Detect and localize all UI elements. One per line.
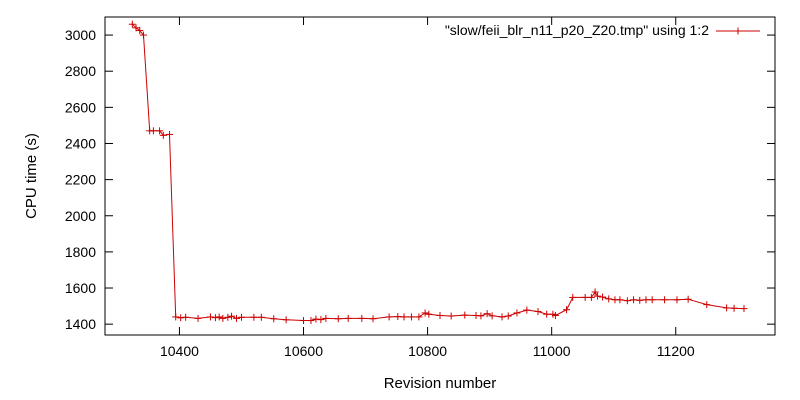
data-point-marker	[400, 313, 408, 321]
data-point-marker	[703, 301, 711, 309]
data-point-marker	[623, 297, 631, 305]
data-point-marker	[563, 306, 571, 314]
data-point-marker	[206, 313, 214, 321]
x-tick-label: 10400	[160, 343, 199, 359]
data-point-marker	[673, 296, 681, 304]
data-point-marker	[594, 292, 602, 300]
data-point-marker	[182, 313, 190, 321]
data-point-marker	[128, 20, 136, 28]
y-tick-label: 1400	[65, 316, 96, 332]
y-tick-label: 2600	[65, 99, 96, 115]
data-point-marker	[369, 315, 377, 323]
data-point-marker	[172, 313, 180, 321]
data-point-marker	[344, 314, 352, 322]
data-point-marker	[461, 311, 469, 319]
data-point-marker	[447, 312, 455, 320]
data-point-marker	[569, 293, 577, 301]
x-axis-label: Revision number	[384, 375, 497, 392]
data-point-marker	[312, 315, 320, 323]
data-point-marker	[156, 127, 164, 135]
data-point-marker	[300, 317, 308, 325]
y-tick-label: 1600	[65, 280, 96, 296]
y-axis-ticks: 1400 1600 1800 2000 2200 2400 2600 2800 3000	[65, 27, 775, 332]
data-point-marker	[322, 314, 330, 322]
data-point-marker	[436, 311, 444, 319]
data-point-marker	[139, 31, 147, 39]
y-tick-label: 2400	[65, 135, 96, 151]
series-layer	[128, 20, 748, 325]
data-point-marker	[543, 310, 551, 318]
y-tick-label: 3000	[65, 27, 96, 43]
data-point-marker	[488, 312, 496, 320]
data-point-marker	[407, 313, 415, 321]
data-point-marker	[648, 296, 656, 304]
data-point-marker	[250, 313, 258, 321]
data-point-marker	[661, 296, 669, 304]
y-tick-label: 1800	[65, 244, 96, 260]
series-line	[131, 23, 745, 321]
data-point-marker	[237, 313, 245, 321]
data-point-marker	[415, 313, 423, 321]
data-point-marker	[159, 131, 167, 139]
data-point-marker	[581, 293, 589, 301]
data-point-marker	[166, 130, 174, 138]
data-point-marker	[599, 293, 607, 301]
data-point-marker	[730, 304, 738, 312]
data-point-marker	[477, 312, 485, 320]
data-point-marker	[233, 314, 241, 322]
data-point-marker	[605, 295, 613, 303]
data-point-marker	[534, 308, 542, 316]
data-point-marker	[282, 316, 290, 324]
data-point-marker	[630, 296, 638, 304]
data-point-marker	[177, 314, 185, 322]
data-point-marker	[224, 313, 232, 321]
x-tick-label: 10600	[284, 343, 323, 359]
y-tick-label: 2800	[65, 63, 96, 79]
data-point-marker	[334, 315, 342, 323]
data-point-marker	[642, 296, 650, 304]
data-point-marker	[257, 313, 265, 321]
x-tick-label: 11200	[657, 343, 695, 359]
data-point-marker	[385, 313, 393, 321]
data-point-marker	[591, 288, 599, 296]
x-axis-ticks: 10400 10600 10800 11000 11200	[160, 17, 695, 359]
data-point-marker	[684, 295, 692, 303]
x-tick-label: 11000	[533, 343, 571, 359]
data-point-marker	[270, 315, 278, 323]
data-point-marker	[394, 313, 402, 321]
data-point-marker	[307, 317, 315, 325]
data-point-marker	[211, 314, 219, 322]
data-point-marker	[228, 312, 236, 320]
data-point-marker	[498, 313, 506, 321]
data-point-marker	[215, 313, 223, 321]
plot-frame	[104, 16, 776, 336]
data-point-marker	[149, 127, 157, 135]
data-point-marker	[587, 293, 595, 301]
data-point-marker	[358, 314, 366, 322]
data-point-marker	[136, 27, 144, 35]
x-tick-label: 10800	[408, 343, 447, 359]
data-point-marker	[616, 296, 624, 304]
y-tick-label: 2000	[65, 208, 96, 224]
y-axis-label: CPU time (s)	[23, 133, 40, 219]
data-point-marker	[551, 311, 559, 319]
data-point-marker	[132, 24, 140, 32]
data-point-marker	[219, 314, 227, 322]
data-point-marker	[483, 310, 491, 318]
data-point-marker	[523, 306, 531, 314]
legend-series-label: "slow/feii_blr_n11_p20_Z20.tmp" using 1:…	[445, 22, 709, 38]
data-point-marker	[740, 305, 748, 313]
data-point-marker	[513, 309, 521, 317]
y-tick-label: 2200	[65, 172, 96, 188]
data-point-marker	[194, 314, 202, 322]
data-point-marker	[723, 304, 731, 312]
data-point-marker	[421, 309, 429, 317]
data-point-marker	[504, 312, 512, 320]
data-point-marker	[317, 316, 325, 324]
data-point-marker	[636, 296, 644, 304]
legend: "slow/feii_blr_n11_p20_Z20.tmp" using 1:…	[445, 22, 760, 38]
legend-marker	[734, 27, 742, 35]
data-point-marker	[425, 310, 433, 318]
